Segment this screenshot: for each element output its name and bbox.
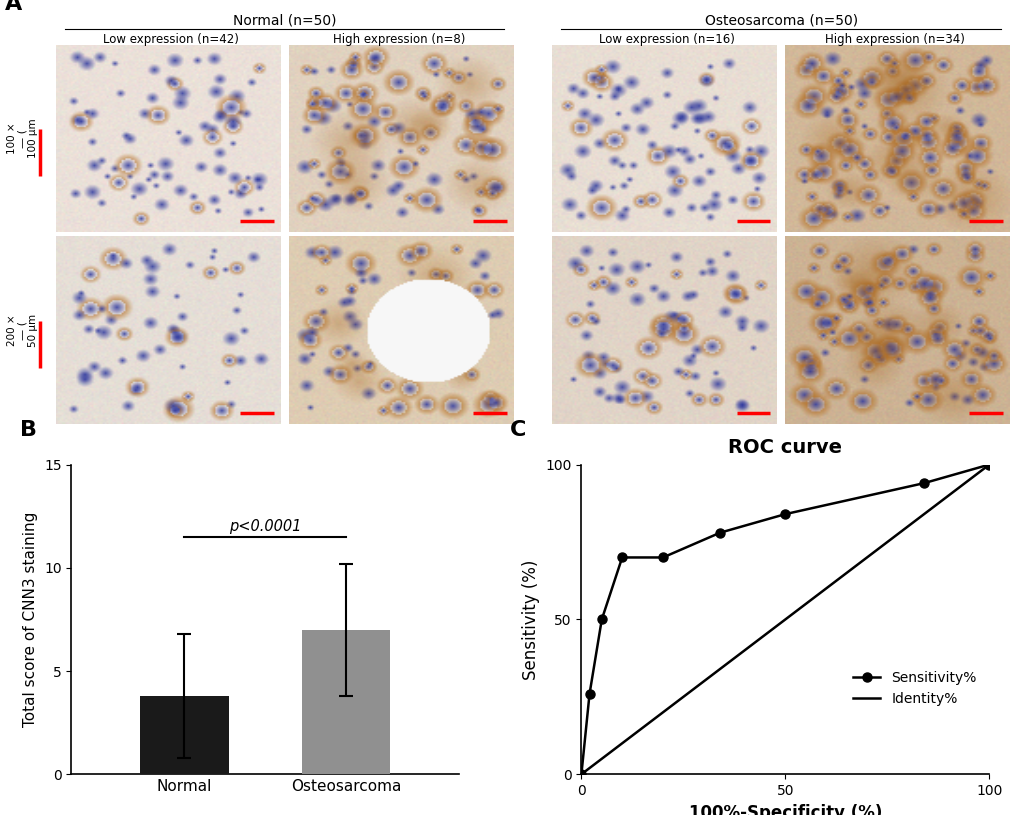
Text: — (: — (	[17, 129, 28, 148]
Text: B: B	[20, 420, 38, 440]
Legend: Sensitivity%, Identity%: Sensitivity%, Identity%	[846, 666, 981, 711]
Text: Low expression (n=42): Low expression (n=42)	[103, 33, 238, 46]
Text: p<0.0001: p<0.0001	[229, 518, 301, 534]
Text: — (: — (	[17, 320, 28, 340]
Text: High expression (n=34): High expression (n=34)	[824, 33, 964, 46]
Text: Osteosarcoma (n=50): Osteosarcoma (n=50)	[704, 13, 857, 27]
X-axis label: 100%-Specificity (%): 100%-Specificity (%)	[688, 804, 881, 815]
Y-axis label: Sensitivity (%): Sensitivity (%)	[522, 559, 539, 680]
Text: C: C	[510, 420, 526, 440]
Text: Normal (n=50): Normal (n=50)	[233, 13, 336, 27]
Bar	[302, 630, 390, 774]
Text: High expression (n=8): High expression (n=8)	[332, 33, 465, 46]
Text: Low expression (n=16): Low expression (n=16)	[598, 33, 734, 46]
Text: 100 ×: 100 ×	[7, 123, 17, 154]
Text: 50 μm: 50 μm	[28, 314, 38, 346]
Text: 100 μm: 100 μm	[28, 119, 38, 158]
Text: A: A	[5, 0, 22, 14]
Bar	[140, 696, 228, 774]
Y-axis label: Total score of CNN3 staining: Total score of CNN3 staining	[23, 512, 39, 727]
Text: 200 ×: 200 ×	[7, 315, 17, 346]
Title: ROC curve: ROC curve	[728, 438, 842, 457]
